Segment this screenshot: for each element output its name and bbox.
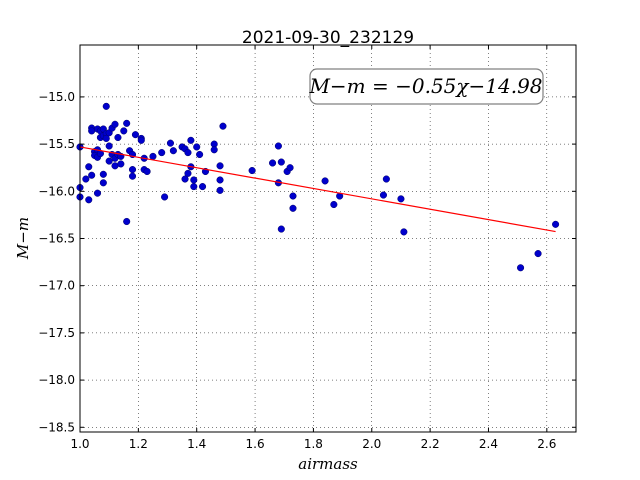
data-point <box>120 127 128 135</box>
data-point <box>88 127 96 135</box>
data-point <box>534 250 542 258</box>
data-point <box>274 142 282 150</box>
data-point <box>190 176 198 184</box>
data-points <box>76 102 560 272</box>
data-point <box>99 170 107 178</box>
x-tick-label: 1.8 <box>304 437 323 451</box>
data-point <box>382 175 390 183</box>
data-point <box>105 157 113 165</box>
data-point <box>123 217 131 226</box>
data-point <box>321 177 329 185</box>
data-point <box>123 119 131 127</box>
data-point <box>102 102 110 110</box>
data-point <box>111 120 119 128</box>
data-point <box>99 179 107 187</box>
data-point <box>210 146 218 154</box>
x-tick-label: 2.0 <box>362 437 381 451</box>
data-point <box>277 225 285 233</box>
data-point <box>117 160 125 168</box>
data-point <box>128 172 137 180</box>
x-tick-label: 1.6 <box>246 437 265 451</box>
x-tick-label: 1.0 <box>70 437 89 451</box>
fit-line <box>79 146 556 233</box>
data-point <box>187 136 195 144</box>
data-point <box>216 176 224 184</box>
data-point <box>114 133 122 142</box>
y-tick-label: −16.0 <box>38 184 75 198</box>
data-point <box>196 150 204 159</box>
data-point <box>143 167 151 176</box>
data-point <box>190 183 198 191</box>
data-point <box>161 193 169 201</box>
x-tick-label: 2.2 <box>421 437 440 451</box>
data-point <box>85 163 93 171</box>
data-point <box>552 220 560 228</box>
y-tick-label: −16.5 <box>38 232 75 246</box>
data-point <box>131 131 139 139</box>
x-tick-label: 2.6 <box>537 437 556 451</box>
y-tick-label: −15.5 <box>38 137 75 151</box>
data-point <box>379 191 387 199</box>
data-point <box>198 183 207 191</box>
data-point <box>289 204 297 212</box>
data-point <box>111 162 119 170</box>
y-tick-label: −17.5 <box>38 326 75 340</box>
axis-ticks: 1.0 1.2 1.4 1.6 1.8 2.0 2.2 2.4 2.6 −15.0 −15.5 −16… <box>38 45 576 451</box>
x-axis-label: airmass <box>298 455 358 473</box>
data-point <box>184 149 192 157</box>
data-point <box>82 175 90 183</box>
data-point <box>158 149 166 157</box>
x-tick-label: 2.4 <box>479 437 498 451</box>
x-tick-label: 1.4 <box>187 437 206 451</box>
data-point <box>128 166 137 174</box>
data-point <box>85 196 93 204</box>
chart-title: 2021-09-30_232129 <box>242 28 414 48</box>
data-point <box>219 122 227 130</box>
data-point <box>105 142 113 150</box>
annotation-box <box>309 68 544 105</box>
data-point <box>166 139 174 147</box>
data-point <box>216 162 224 170</box>
data-point <box>330 200 338 209</box>
data-point <box>216 186 224 194</box>
fit-equation: M−m = −0.55χ−14.98 <box>308 74 542 98</box>
data-point <box>137 136 145 144</box>
data-point <box>269 159 277 167</box>
data-point <box>93 189 102 197</box>
data-point <box>277 158 285 166</box>
y-tick-label: −15.0 <box>38 90 75 104</box>
y-tick-label: −18.5 <box>38 420 75 434</box>
data-point <box>193 143 201 151</box>
y-axis-label: M−m <box>14 217 32 260</box>
data-point <box>184 169 192 177</box>
y-tick-label: −18.0 <box>38 373 75 387</box>
data-point <box>517 264 525 272</box>
x-tick-label: 1.2 <box>129 437 148 451</box>
data-point <box>181 175 189 183</box>
data-point <box>169 147 177 155</box>
data-point <box>400 228 408 236</box>
data-point <box>289 192 297 200</box>
data-point <box>397 195 405 203</box>
data-point <box>102 134 110 142</box>
data-point <box>149 152 157 160</box>
data-point <box>248 166 256 175</box>
y-tick-label: −17.0 <box>38 279 75 293</box>
data-point <box>88 171 96 179</box>
data-point <box>286 164 294 172</box>
